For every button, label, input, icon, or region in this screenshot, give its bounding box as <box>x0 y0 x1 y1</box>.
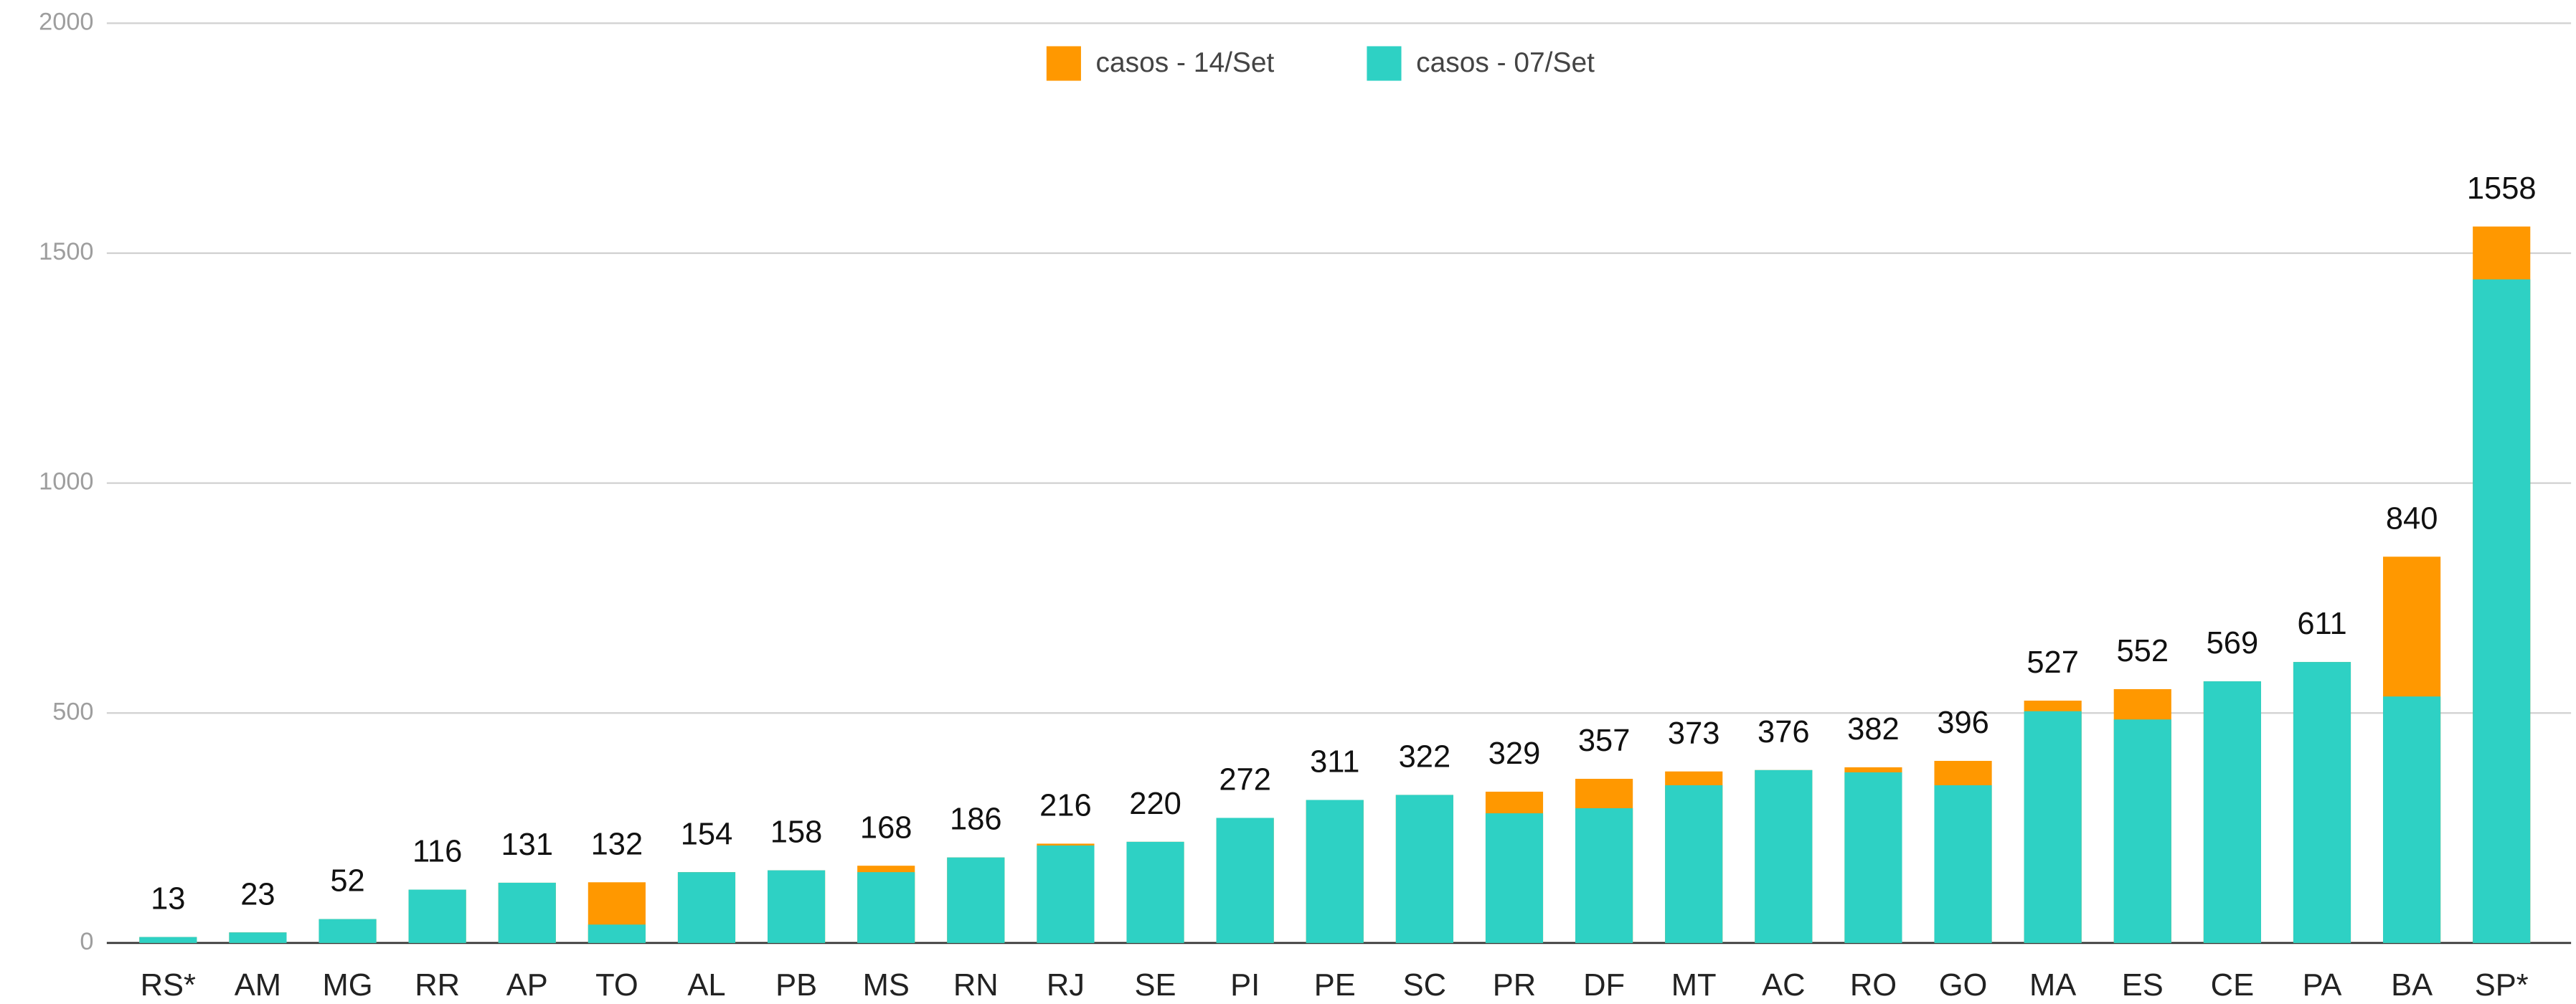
bar <box>1844 772 1902 943</box>
bar <box>588 924 646 943</box>
x-tick-label: CE <box>2211 968 2254 1003</box>
x-tick-label: MG <box>323 968 373 1003</box>
y-tick-label: 500 <box>52 698 93 725</box>
data-label: 611 <box>2297 607 2346 641</box>
x-tick-label: RS* <box>141 968 196 1003</box>
x-tick-label: SP* <box>2475 968 2529 1003</box>
bar <box>1755 769 1813 943</box>
x-tick-label: AM <box>235 968 281 1003</box>
bar <box>319 919 377 943</box>
bar <box>229 932 287 943</box>
data-label: 186 <box>950 802 1002 837</box>
x-tick-label: PE <box>1314 968 1356 1003</box>
legend-swatch <box>1046 46 1081 81</box>
bar <box>1306 800 1364 943</box>
x-tick-label: SC <box>1403 968 1446 1003</box>
data-label: 382 <box>1847 712 1900 747</box>
legend-label: casos - 14/Set <box>1096 47 1275 78</box>
data-label: 132 <box>591 827 643 861</box>
bar <box>2473 279 2531 943</box>
x-tick-label: RJ <box>1047 968 1085 1003</box>
bar <box>2203 681 2261 943</box>
data-label: 1558 <box>2467 171 2537 206</box>
x-tick-label: DF <box>1583 968 1625 1003</box>
data-label: 131 <box>501 828 553 862</box>
data-label: 527 <box>2027 645 2079 680</box>
data-label: 158 <box>770 815 823 850</box>
data-label: 329 <box>1488 737 1541 771</box>
x-tick-label: AP <box>506 968 548 1003</box>
x-tick-label: AC <box>1762 968 1805 1003</box>
bar <box>1575 808 1633 943</box>
bar <box>1037 845 1095 943</box>
data-label: 154 <box>681 817 733 851</box>
data-label: 116 <box>412 835 462 869</box>
bar <box>1126 841 1184 943</box>
data-label: 216 <box>1039 789 1092 823</box>
bar <box>1934 785 1992 943</box>
bar <box>1665 785 1723 943</box>
data-label: 311 <box>1310 745 1359 780</box>
legend-label: casos - 07/Set <box>1416 47 1595 78</box>
bar <box>677 872 736 943</box>
legend-swatch <box>1367 46 1402 81</box>
x-tick-label: MT <box>1671 968 1717 1003</box>
data-label: 357 <box>1578 724 1631 758</box>
x-tick-label: ES <box>2122 968 2164 1003</box>
y-tick-label: 1000 <box>39 468 93 496</box>
x-tick-label: SE <box>1135 968 1176 1003</box>
data-label: 376 <box>1758 715 1810 749</box>
x-tick-label: PB <box>775 968 817 1003</box>
data-label: 168 <box>860 810 912 845</box>
bar <box>2383 696 2441 943</box>
bar <box>2293 662 2351 943</box>
bar <box>857 872 915 943</box>
y-tick-label: 2000 <box>39 8 93 35</box>
data-label: 23 <box>240 877 275 911</box>
bar <box>1395 795 1453 943</box>
bar <box>408 889 466 943</box>
bar <box>2113 719 2171 943</box>
x-tick-label: BA <box>2391 968 2433 1003</box>
data-label: 552 <box>2116 634 2169 668</box>
bar <box>139 937 197 943</box>
y-tick-label: 1500 <box>39 238 93 265</box>
data-label: 569 <box>2207 626 2259 660</box>
bar <box>498 882 556 943</box>
bar <box>947 857 1005 943</box>
x-tick-label: TO <box>595 968 638 1003</box>
x-tick-label: MS <box>863 968 910 1003</box>
data-label: 373 <box>1668 716 1720 751</box>
bar <box>2024 711 2082 943</box>
x-tick-label: RR <box>415 968 460 1003</box>
bar <box>1485 813 1544 943</box>
data-label: 13 <box>151 882 185 917</box>
bar <box>1216 818 1274 943</box>
data-label: 396 <box>1937 706 1989 740</box>
data-label: 52 <box>330 864 364 899</box>
x-tick-label: PI <box>1230 968 1260 1003</box>
x-tick-label: PR <box>1493 968 1536 1003</box>
x-tick-label: GO <box>1939 968 1988 1003</box>
x-tick-label: RN <box>953 968 999 1003</box>
data-label: 220 <box>1129 787 1181 821</box>
y-tick-label: 0 <box>80 928 93 955</box>
data-label: 272 <box>1219 763 1271 797</box>
x-tick-label: AL <box>687 968 725 1003</box>
x-tick-label: RO <box>1850 968 1897 1003</box>
x-tick-label: MA <box>2029 968 2076 1003</box>
x-tick-label: PA <box>2303 968 2342 1003</box>
bar <box>768 870 826 943</box>
data-label: 840 <box>2386 501 2438 536</box>
data-label: 322 <box>1399 740 1451 775</box>
